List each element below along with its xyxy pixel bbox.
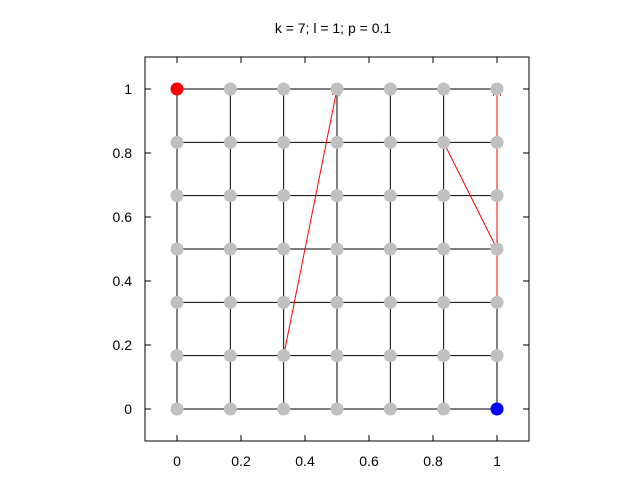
lattice-node xyxy=(330,242,344,256)
lattice-node xyxy=(437,295,451,309)
y-tick-label: 0.8 xyxy=(113,145,133,161)
y-tick-label: 0.2 xyxy=(113,337,133,353)
lattice-node xyxy=(223,189,237,203)
lattice-node xyxy=(490,349,504,363)
shortcut-arrow xyxy=(283,89,337,356)
lattice-node xyxy=(383,189,397,203)
end-node xyxy=(490,402,504,416)
lattice-node xyxy=(490,135,504,149)
lattice-node xyxy=(170,349,184,363)
lattice-node xyxy=(223,242,237,256)
lattice-node xyxy=(437,242,451,256)
lattice-node xyxy=(170,402,184,416)
lattice-node xyxy=(383,349,397,363)
chart-title: k = 7; l = 1; p = 0.1 xyxy=(275,20,392,36)
lattice-node xyxy=(330,135,344,149)
lattice-node xyxy=(330,295,344,309)
lattice-node xyxy=(437,402,451,416)
plot-frame xyxy=(144,56,530,442)
lattice-nodes xyxy=(170,82,504,416)
start-node xyxy=(170,82,184,96)
lattice-node xyxy=(383,135,397,149)
lattice-node xyxy=(277,295,291,309)
x-tick-label: 1 xyxy=(493,453,501,469)
lattice-node xyxy=(223,82,237,96)
lattice-node xyxy=(277,135,291,149)
x-tick-label: 0 xyxy=(173,453,181,469)
lattice-node xyxy=(490,82,504,96)
lattice-node xyxy=(223,402,237,416)
lattice-node xyxy=(223,349,237,363)
y-axis-ticks: 0 0.2 0.4 0.6 0.8 1 xyxy=(113,81,529,417)
lattice-node xyxy=(490,242,504,256)
y-tick-label: 0.4 xyxy=(113,273,133,289)
lattice-node xyxy=(170,242,184,256)
lattice-node xyxy=(490,295,504,309)
lattice-node xyxy=(437,349,451,363)
x-tick-label: 0.2 xyxy=(231,453,251,469)
lattice-node xyxy=(437,135,451,149)
lattice-node xyxy=(383,82,397,96)
shortcut-arrow xyxy=(443,142,497,249)
lattice-node xyxy=(330,82,344,96)
lattice-node xyxy=(383,242,397,256)
y-tick-label: 0 xyxy=(124,401,132,417)
lattice-node xyxy=(277,242,291,256)
lattice-node xyxy=(223,135,237,149)
lattice-node xyxy=(277,189,291,203)
lattice-node xyxy=(170,135,184,149)
lattice-node xyxy=(170,295,184,309)
lattice-node xyxy=(277,82,291,96)
lattice-node xyxy=(277,402,291,416)
lattice-node xyxy=(277,349,291,363)
lattice-node xyxy=(330,402,344,416)
lattice-node xyxy=(383,402,397,416)
lattice-node xyxy=(330,189,344,203)
lattice-node xyxy=(490,189,504,203)
lattice-node xyxy=(170,189,184,203)
x-tick-label: 0.8 xyxy=(423,453,443,469)
lattice-node xyxy=(437,189,451,203)
lattice-node xyxy=(383,295,397,309)
lattice-node xyxy=(223,295,237,309)
lattice-node xyxy=(437,82,451,96)
y-tick-label: 0.6 xyxy=(113,209,133,225)
y-tick-label: 1 xyxy=(124,81,132,97)
lattice-node xyxy=(330,349,344,363)
x-tick-label: 0.4 xyxy=(295,453,315,469)
x-tick-label: 0.6 xyxy=(359,453,379,469)
x-axis-ticks: 0 0.2 0.4 0.6 0.8 1 xyxy=(173,57,501,469)
